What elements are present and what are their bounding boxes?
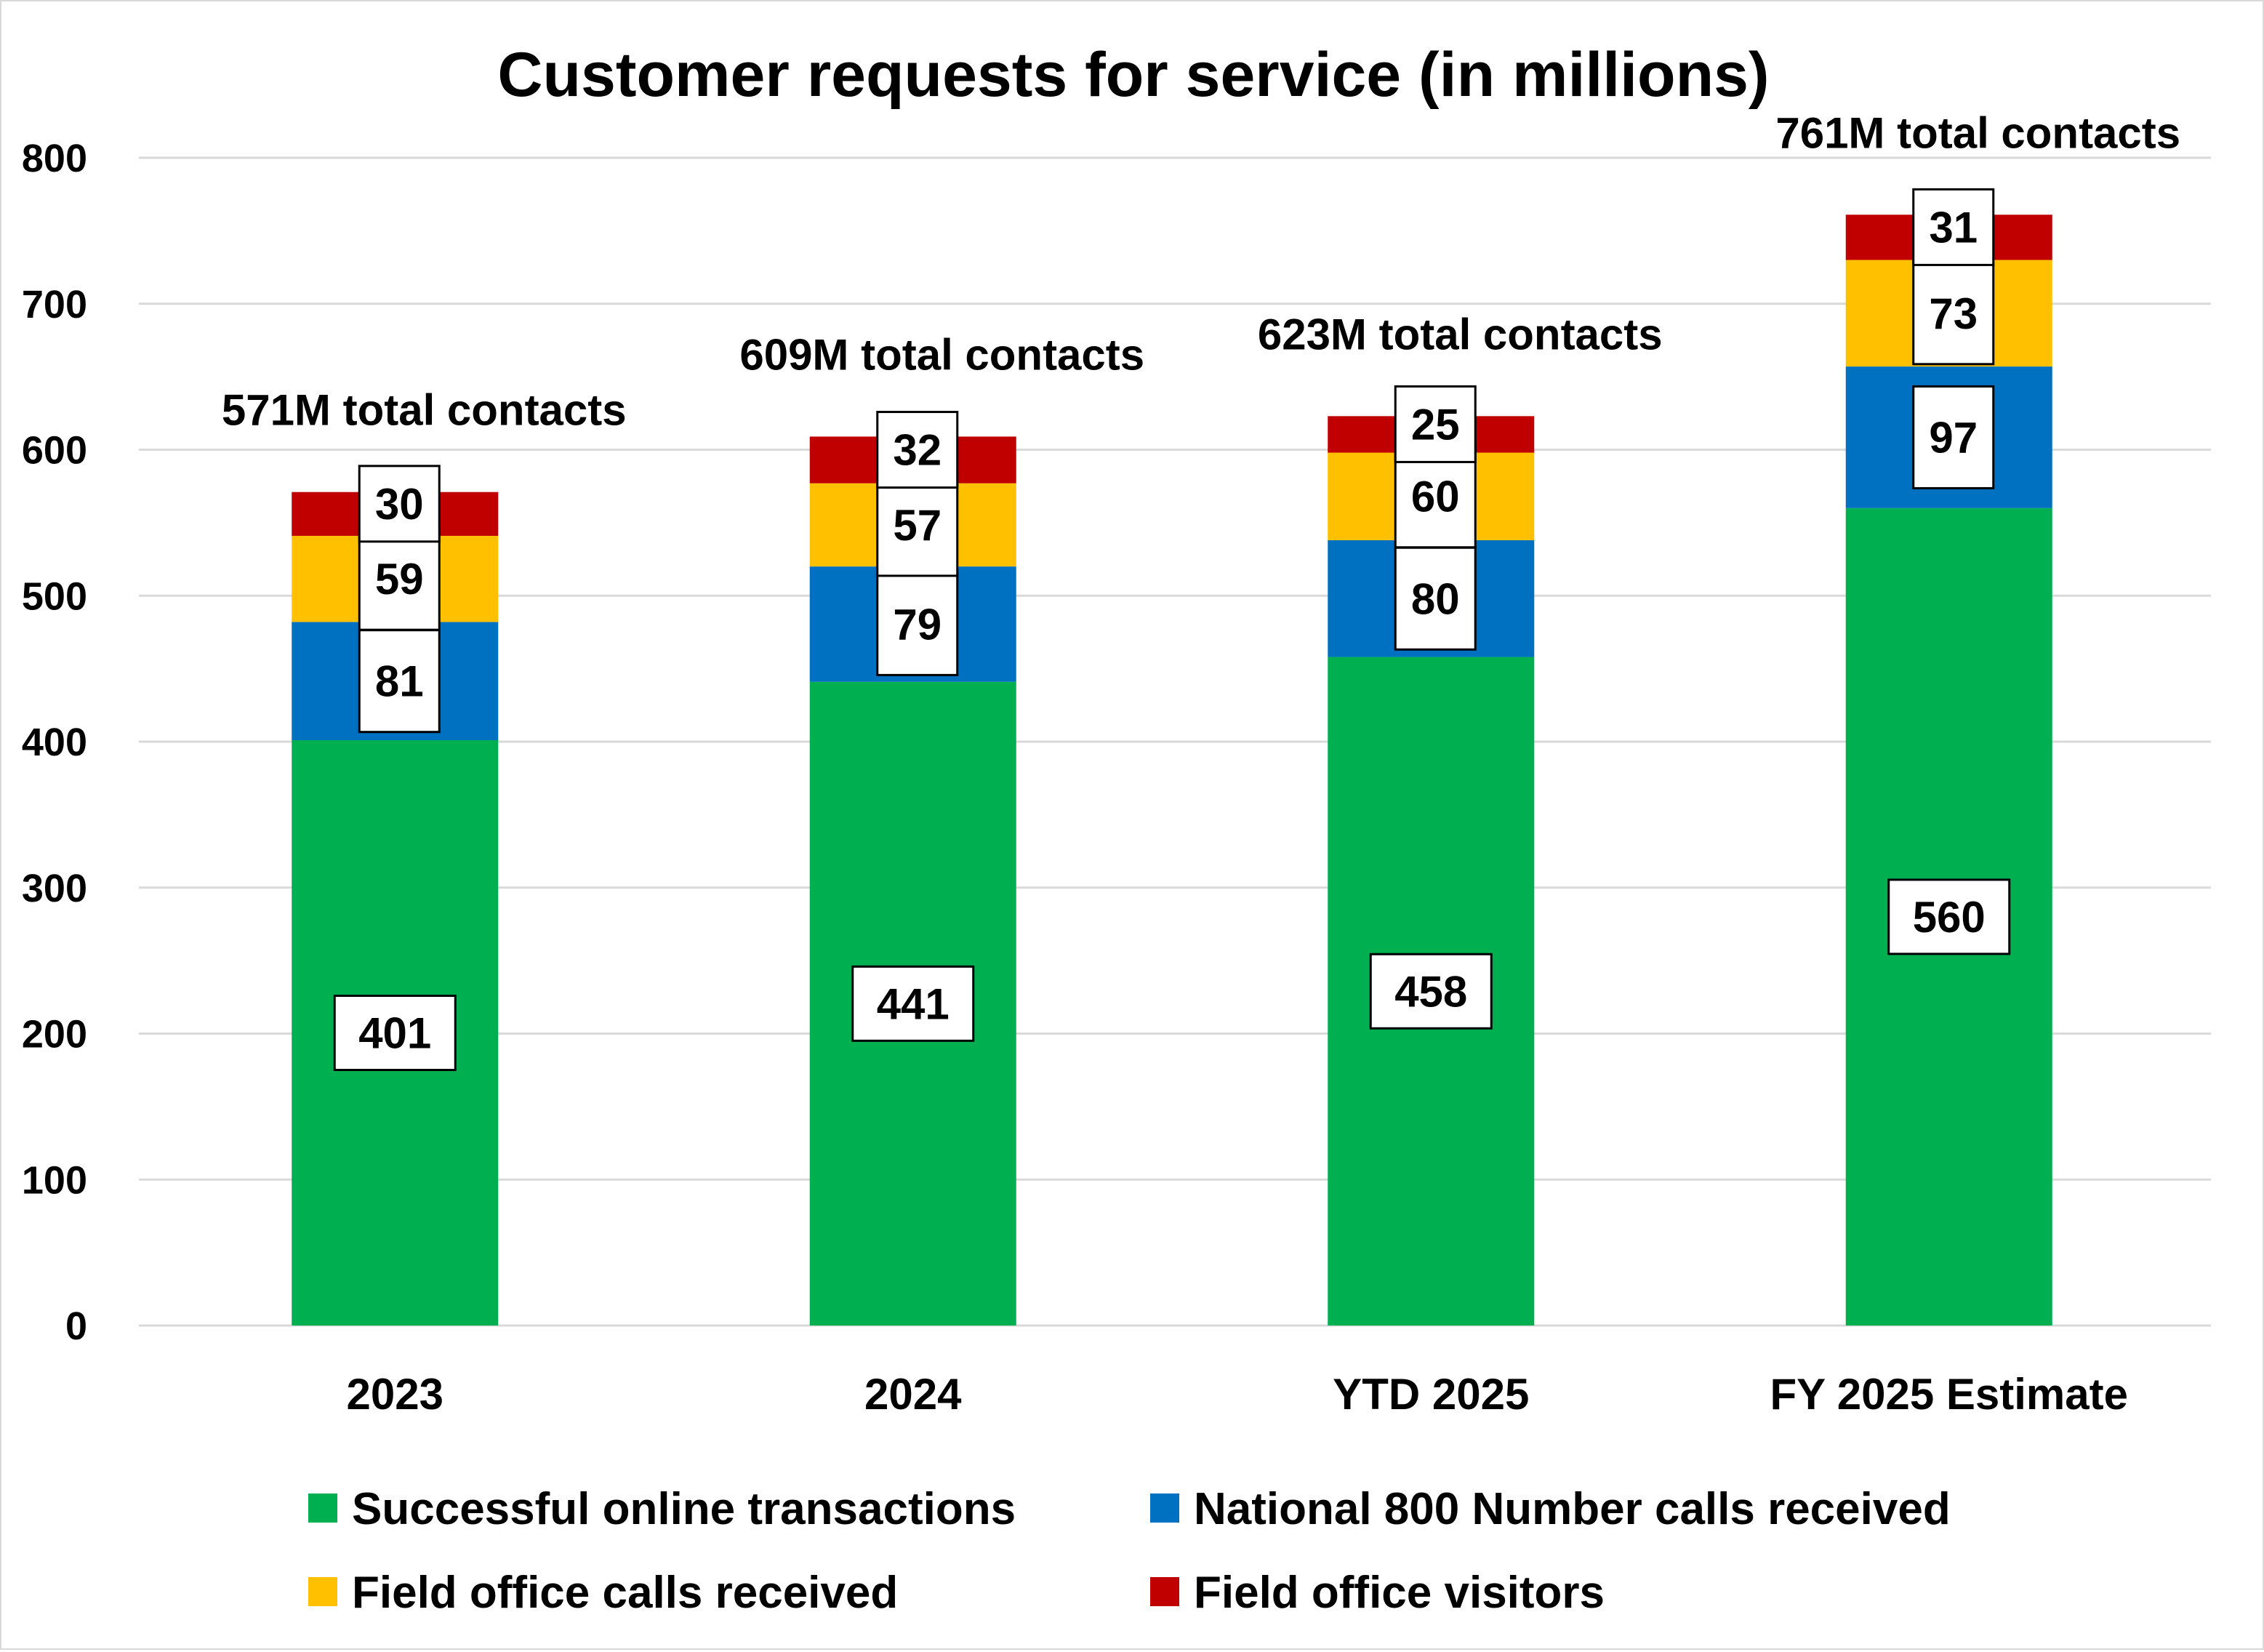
y-tick-label: 600 — [22, 429, 87, 473]
legend-item: Field office calls received — [308, 1568, 898, 1618]
total-contacts-label: 623M total contacts — [1258, 310, 1663, 358]
data-label-text: 441 — [877, 979, 950, 1028]
y-tick-label: 400 — [22, 721, 87, 764]
y-tick-label: 200 — [22, 1013, 87, 1056]
data-label-box — [1912, 385, 1995, 489]
legend-label: Field office calls received — [352, 1568, 898, 1618]
data-label-text: 32 — [893, 426, 942, 475]
total-contacts-label: 609M total contacts — [739, 330, 1144, 379]
data-label: 458 — [1369, 953, 1493, 1030]
legend: Successful online transactions National 8… — [308, 1484, 1951, 1618]
data-label-box — [333, 994, 457, 1071]
data-label-text: 31 — [1929, 203, 1978, 252]
legend-item: National 800 Number calls received — [1150, 1484, 1951, 1534]
data-label: 57 — [876, 473, 959, 577]
data-label: 81 — [358, 629, 441, 734]
data-label: 97 — [1912, 385, 1995, 489]
data-label-box — [1912, 261, 1995, 366]
chart-title: Customer requests for service (in millio… — [497, 40, 1769, 110]
y-tick-label: 700 — [22, 283, 87, 326]
data-label-text: 59 — [375, 555, 424, 604]
y-axis-tick-labels: 0 100 200 300 400 500 600 700 800 — [22, 137, 87, 1348]
data-label: 79 — [876, 572, 959, 676]
legend-label: Field office visitors — [1194, 1568, 1605, 1618]
x-category-label: 2023 — [347, 1370, 443, 1419]
data-label: 32 — [876, 411, 959, 489]
data-label-box — [358, 526, 441, 631]
data-label: 80 — [1394, 546, 1477, 651]
data-label: 441 — [851, 965, 975, 1042]
data-label-box — [1369, 953, 1493, 1030]
x-category-label: YTD 2025 — [1333, 1370, 1529, 1419]
data-label-text: 81 — [375, 657, 424, 706]
total-labels: 571M total contacts 609M total contacts 62… — [222, 108, 2180, 434]
legend-swatch — [308, 1493, 337, 1523]
data-label: 30 — [358, 465, 441, 543]
legend-label: Successful online transactions — [352, 1484, 1016, 1534]
data-label: 401 — [333, 994, 457, 1071]
data-label-text: 458 — [1394, 967, 1467, 1016]
data-label-box — [1394, 546, 1477, 651]
legend-item: Field office visitors — [1150, 1568, 1605, 1618]
y-tick-label: 800 — [22, 137, 87, 180]
data-label-text: 60 — [1411, 473, 1460, 521]
total-contacts-label: 761M total contacts — [1775, 108, 2180, 157]
data-label-box — [1887, 878, 2011, 955]
data-label: 59 — [358, 526, 441, 631]
x-axis-category-labels: 2023 2024 YTD 2025 FY 2025 Estimate — [347, 1370, 2129, 1419]
data-label-text: 25 — [1411, 400, 1460, 449]
data-label: 31 — [1912, 188, 1995, 266]
y-tick-label: 0 — [65, 1304, 87, 1348]
data-label-text: 57 — [893, 501, 942, 550]
data-label-box — [876, 572, 959, 676]
bars — [292, 214, 2052, 1326]
legend-swatch — [1150, 1577, 1179, 1606]
data-label-box — [876, 411, 959, 489]
y-tick-label: 100 — [22, 1158, 87, 1202]
x-category-label: 2024 — [864, 1370, 962, 1419]
data-label: 25 — [1394, 385, 1477, 463]
data-label-text: 560 — [1913, 893, 1986, 942]
data-label: 560 — [1887, 878, 2011, 955]
data-label-box — [1912, 188, 1995, 266]
data-label-text: 73 — [1929, 289, 1978, 338]
legend-swatch — [1150, 1493, 1179, 1523]
y-tick-label: 500 — [22, 574, 87, 618]
data-label-box — [1394, 385, 1477, 463]
legend-label: National 800 Number calls received — [1194, 1484, 1951, 1534]
y-tick-label: 300 — [22, 867, 87, 910]
data-label-text: 97 — [1929, 413, 1978, 462]
x-category-label: FY 2025 Estimate — [1770, 1370, 2128, 1419]
legend-item: Successful online transactions — [308, 1484, 1016, 1534]
data-label-box — [358, 465, 441, 543]
data-label-text: 80 — [1411, 574, 1460, 623]
data-label-box — [358, 629, 441, 734]
data-label: 73 — [1912, 261, 1995, 366]
total-contacts-label: 571M total contacts — [222, 386, 627, 435]
data-label-text: 30 — [375, 480, 424, 529]
data-labels: 401 81 59 30 441 79 57 32 458 80 60 25 560 97 73 31 — [333, 188, 2011, 1071]
data-label-text: 79 — [893, 600, 942, 649]
data-label-text: 401 — [358, 1009, 431, 1057]
legend-swatch — [308, 1577, 337, 1606]
data-label-box — [851, 965, 975, 1042]
data-label-box — [876, 473, 959, 577]
